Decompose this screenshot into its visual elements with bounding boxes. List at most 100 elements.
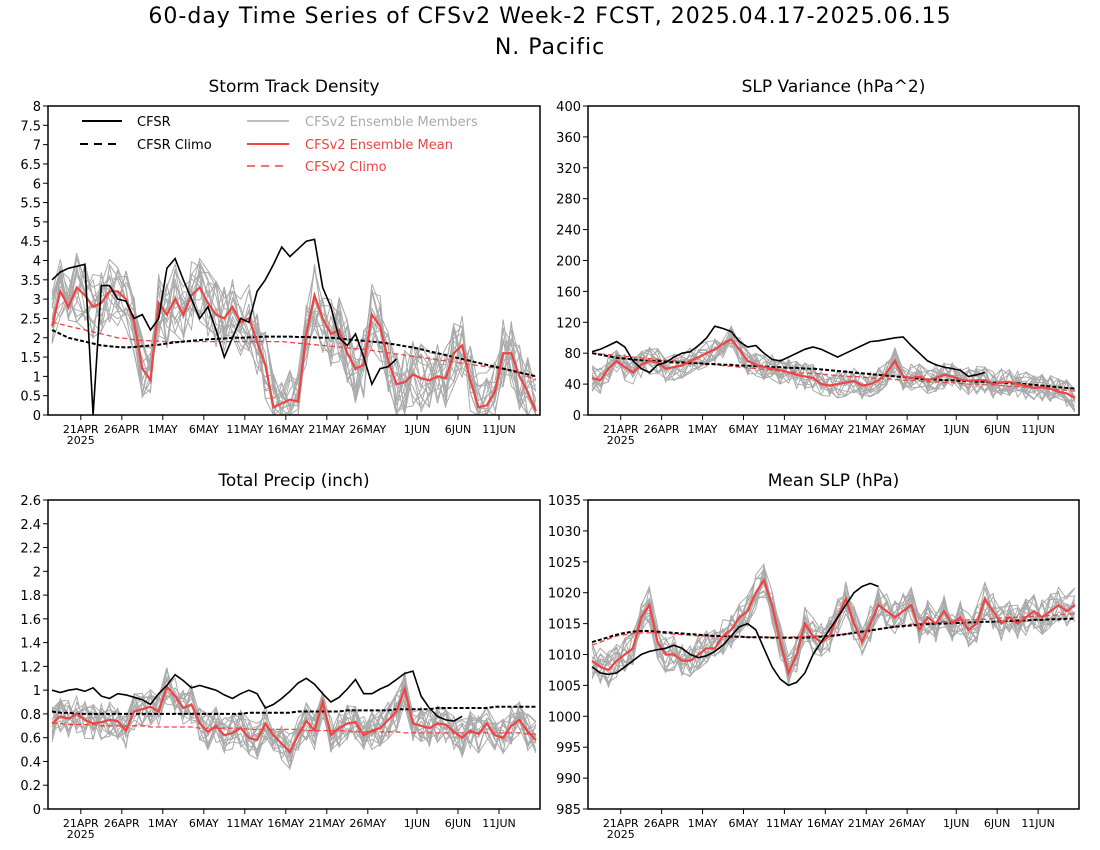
ensemble-member-line xyxy=(51,263,537,415)
x-tick-label: 21APR xyxy=(603,423,639,436)
y-tick-label: 995 xyxy=(556,741,581,756)
y-tick-label: 1035 xyxy=(548,494,581,509)
x-tick-label: 6JUN xyxy=(445,817,472,830)
x-tick-label: 1JUN xyxy=(404,423,431,436)
ensemble-mean-line xyxy=(51,285,537,412)
y-tick-label: 1.5 xyxy=(20,351,41,366)
x-tick-label: 21APR xyxy=(63,817,99,830)
x-tick-label: 6MAY xyxy=(189,817,219,830)
x-tick-label: 6MAY xyxy=(189,423,219,436)
x-tick-label: 1JUN xyxy=(943,817,970,830)
y-tick-label: 280 xyxy=(556,193,581,208)
cfsv2-climo-line xyxy=(592,352,1075,392)
y-tick-label: 0 xyxy=(33,803,41,818)
y-tick-label: 0.6 xyxy=(20,732,41,747)
ensemble-member-line xyxy=(591,339,1076,407)
panel-precip: Total Precip (inch) 0 0.2 0.4 0.6 0.8 1 1.2 1.4 1… xyxy=(20,471,541,841)
x-tick-label: 11JUN xyxy=(1021,423,1055,436)
x-tick-label: 21MAY xyxy=(848,817,885,830)
x-tick-label: 16MAY xyxy=(267,817,304,830)
x-tick-label: 16MAY xyxy=(807,423,844,436)
ensemble-member-line xyxy=(591,581,1076,671)
x-tick-label: 21APR xyxy=(603,817,639,830)
panel-title: Storm Track Density xyxy=(208,77,379,97)
y-tick-label: 0.8 xyxy=(20,708,41,723)
x-tick-label: 26APR xyxy=(644,817,680,830)
plot-area xyxy=(51,238,537,415)
panel-mslp: Mean SLP (hPa) 985 990 995 1000 1005 1010 1015 1… xyxy=(548,471,1080,841)
x-tick-label: 21APR xyxy=(63,423,99,436)
y-tick-label: 1000 xyxy=(548,710,581,725)
y-tick-label: 5.5 xyxy=(20,197,41,212)
y-tick-label: 40 xyxy=(564,378,581,393)
x-tick-label: 1MAY xyxy=(688,423,718,436)
cfsv2-climo-line xyxy=(51,321,537,381)
y-tick-label: 0 xyxy=(573,409,581,424)
ensemble-mean-line xyxy=(51,684,537,754)
x-tick-label: 11MAY xyxy=(766,817,803,830)
x-tick-label: 11MAY xyxy=(226,817,263,830)
plot-area xyxy=(51,667,537,771)
y-tick-label: 120 xyxy=(556,316,581,331)
panel-title: Mean SLP (hPa) xyxy=(768,471,900,491)
y-tick-label: 1.2 xyxy=(20,660,41,675)
x-tick-label: 1MAY xyxy=(148,817,178,830)
x-tick-label: 21MAY xyxy=(308,817,345,830)
cfsr-line xyxy=(51,238,398,415)
x-tick-label: 1MAY xyxy=(148,423,178,436)
cfsr-climo-line xyxy=(591,617,1075,644)
y-tick-label: 1.6 xyxy=(20,613,41,628)
x-tick-label: 26APR xyxy=(104,817,140,830)
plot-area xyxy=(591,562,1076,689)
y-tick-label: 2 xyxy=(33,332,41,347)
figure-title-line1: 60-day Time Series of CFSv2 Week-2 FCST,… xyxy=(148,4,952,29)
x-tick-label: 11JUN xyxy=(482,817,516,830)
x-tick-label: 6JUN xyxy=(984,817,1011,830)
legend-ens-mean-label: CFSv2 Ensemble Mean xyxy=(305,138,453,153)
ensemble-member-line xyxy=(51,258,537,415)
x-tick-label: 26APR xyxy=(104,423,140,436)
cfsr-climo-line xyxy=(51,329,537,378)
cfsr-line xyxy=(591,582,879,687)
ensemble-members xyxy=(51,667,537,771)
panel-title: SLP Variance (hPa^2) xyxy=(742,77,926,97)
panel-title: Total Precip (inch) xyxy=(217,471,369,491)
x-tick-label: 6JUN xyxy=(445,423,472,436)
x-tick-label: 26MAY xyxy=(349,423,386,436)
y-tick-label: 320 xyxy=(556,162,581,177)
panel-frame xyxy=(47,499,541,810)
y-tick-label: 80 xyxy=(564,347,581,362)
x-tick-label: 6MAY xyxy=(729,423,759,436)
figure-title-line2: N. Pacific xyxy=(494,35,606,60)
y-tick-label: 400 xyxy=(556,100,581,115)
y-tick-label: 1015 xyxy=(548,618,581,633)
legend-cfsr-label: CFSR xyxy=(137,115,171,130)
y-tick-label: 2.2 xyxy=(20,542,41,557)
ensemble-mean-line xyxy=(591,337,1076,399)
panel-std: Storm Track Density 0 0.5 1 1.5 2 2.5 3 3.5 4 4.5 5… xyxy=(20,77,541,447)
x-tick-label: 26MAY xyxy=(889,423,926,436)
cfsr-line xyxy=(591,325,986,378)
ensemble-member-line xyxy=(51,266,537,415)
x-tick-label: 1JUN xyxy=(943,423,970,436)
plot-area xyxy=(591,324,1076,413)
x-year-label: 2025 xyxy=(607,434,635,447)
ensemble-members xyxy=(51,252,537,415)
x-tick-label: 26MAY xyxy=(889,817,926,830)
y-tick-label: 2 xyxy=(33,565,41,580)
ensemble-members xyxy=(591,324,1076,413)
ensemble-member-line xyxy=(51,257,537,415)
x-tick-label: 1JUN xyxy=(404,817,431,830)
y-tick-label: 1030 xyxy=(548,525,581,540)
x-tick-label: 1MAY xyxy=(688,817,718,830)
x-year-label: 2025 xyxy=(67,828,95,841)
y-tick-label: 1.4 xyxy=(20,637,41,652)
y-tick-label: 4 xyxy=(33,255,41,270)
y-tick-label: 200 xyxy=(556,255,581,270)
y-tick-label: 5 xyxy=(33,216,41,231)
y-tick-label: 2.5 xyxy=(20,312,41,327)
x-tick-label: 16MAY xyxy=(267,423,304,436)
y-tick-label: 0.2 xyxy=(20,779,41,794)
x-tick-label: 11MAY xyxy=(766,423,803,436)
